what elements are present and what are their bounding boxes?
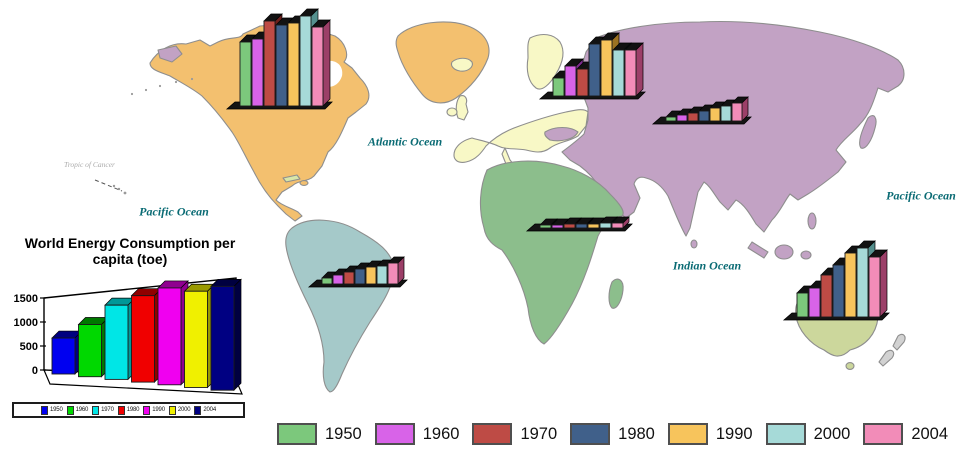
map-legend-item: 1950 xyxy=(277,423,362,445)
world-legend-label: 1990 xyxy=(152,407,165,413)
ocean-label-atlantic: Atlantic Ocean xyxy=(367,134,443,149)
world-legend-item: 1950 xyxy=(41,405,63,415)
world-legend-label: 1980 xyxy=(126,407,140,413)
region-hispaniola xyxy=(299,180,309,186)
world-legend-swatch-1980 xyxy=(117,405,125,415)
world-legend-swatch-1950 xyxy=(41,405,49,415)
map-legend-swatch-1980 xyxy=(570,423,611,445)
chart-title-line1: World Energy Consumption per xyxy=(24,235,236,251)
region-borneo xyxy=(774,244,794,260)
world-legend-item: 1970 xyxy=(92,405,114,415)
map-legend-swatch-2004 xyxy=(863,423,904,445)
region-new-zealand-south xyxy=(878,349,895,367)
chart-europe xyxy=(538,32,646,100)
world-legend-swatch-1990 xyxy=(143,405,151,415)
region-new-zealand-north xyxy=(892,333,906,351)
region-scandinavia xyxy=(526,33,564,90)
world-legend-swatch-1970 xyxy=(92,405,100,415)
world-legend-item: 2004 xyxy=(194,405,216,415)
world-legend-swatch-2000 xyxy=(168,405,176,415)
world-legend-swatch-1960 xyxy=(66,405,74,415)
map-legend-swatch-1960 xyxy=(374,423,415,445)
map-legend-label: 2000 xyxy=(813,424,851,443)
world-legend-item: 1990 xyxy=(143,405,165,415)
map-legend-label: 2004 xyxy=(911,424,949,443)
region-britain xyxy=(455,95,469,121)
tropic-of-cancer-label: Tropic of Cancer xyxy=(64,160,115,169)
region-ireland xyxy=(446,107,458,117)
map-legend-swatch-1970 xyxy=(472,423,513,445)
chart-world: 0 500 1000 1500 xyxy=(14,277,243,395)
region-japan xyxy=(859,115,877,149)
region-asia xyxy=(561,20,905,237)
region-philippines xyxy=(807,212,817,230)
world-chart-legend: 1950 1960 1970 1980 1990 2000 2004 xyxy=(12,402,245,418)
chart-asia xyxy=(651,96,752,125)
region-sri-lanka xyxy=(690,239,698,249)
map-legend-item: 1980 xyxy=(570,423,655,445)
map-legend-label: 1960 xyxy=(422,424,460,443)
ocean-label-indian: Indian Ocean xyxy=(672,258,742,273)
map-legend-item: 1970 xyxy=(472,423,557,445)
world-chart-ytick: 1500 xyxy=(14,293,38,305)
ocean-label-pacific-east: Pacific Ocean xyxy=(886,188,956,203)
chart-africa xyxy=(525,216,633,232)
world-legend-item: 1960 xyxy=(66,405,89,415)
region-africa xyxy=(479,160,624,345)
chart-north-america xyxy=(225,8,333,110)
world-chart-ytick: 500 xyxy=(20,341,38,353)
chart-south-america xyxy=(307,256,408,288)
region-turkey xyxy=(544,126,579,142)
map-legend-label: 1980 xyxy=(618,424,655,443)
chart-title: World Energy Consumption per capita (toe… xyxy=(6,235,254,267)
chart-australia xyxy=(782,240,890,321)
map-legend-item: 1990 xyxy=(667,423,753,445)
region-chukotka xyxy=(157,45,183,63)
map-legend-label: 1970 xyxy=(520,424,558,443)
region-iceland xyxy=(450,57,473,72)
region-sumatra xyxy=(747,241,769,259)
world-chart-ytick: 0 xyxy=(32,365,38,377)
map-legend: 1950 1960 1970 1980 1990 2000 2004 xyxy=(277,423,960,445)
world-chart-ytick: 1000 xyxy=(14,317,38,329)
map-legend-swatch-1990 xyxy=(667,423,708,445)
map-legend-swatch-1950 xyxy=(277,423,317,445)
chart-title-line2: capita (toe) xyxy=(92,250,168,267)
world-legend-label: 2004 xyxy=(203,407,216,413)
world-legend-label: 1960 xyxy=(75,407,89,413)
world-legend-label: 1970 xyxy=(101,407,114,413)
map-legend-item: 2004 xyxy=(863,423,948,445)
world-legend-swatch-2004 xyxy=(194,405,202,415)
world-legend-item: 1980 xyxy=(117,405,140,415)
map-legend-swatch-2000 xyxy=(765,423,806,445)
small-islands xyxy=(112,77,194,195)
world-legend-item: 2000 xyxy=(168,405,191,415)
region-madagascar xyxy=(608,278,624,309)
map-legend-item: 2000 xyxy=(765,423,851,445)
region-greenland xyxy=(395,21,490,104)
region-sulawesi xyxy=(800,250,812,260)
ocean-label-pacific-west: Pacific Ocean xyxy=(139,204,209,219)
region-tasmania xyxy=(845,362,855,370)
world-legend-label: 2000 xyxy=(177,407,191,413)
map-legend-label: 1950 xyxy=(325,424,362,443)
tropic-line xyxy=(94,179,123,192)
world-legend-label: 1950 xyxy=(50,407,63,413)
map-legend-label: 1990 xyxy=(715,424,753,443)
map-legend-item: 1960 xyxy=(374,423,460,445)
region-cuba xyxy=(282,174,301,183)
